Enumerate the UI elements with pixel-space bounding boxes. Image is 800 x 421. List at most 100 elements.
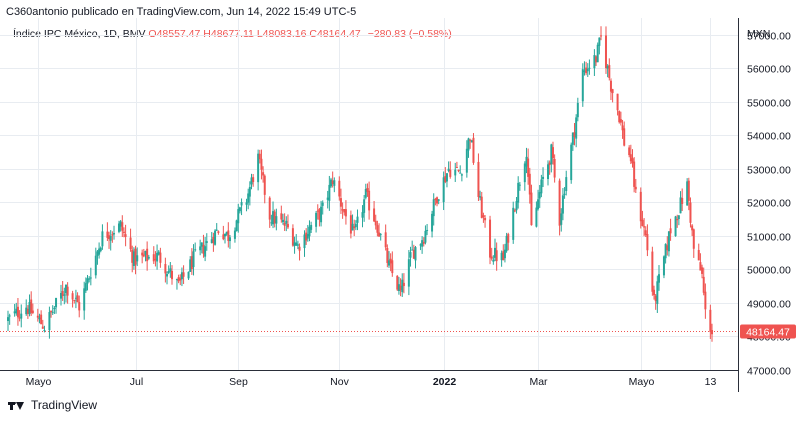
candle — [537, 189, 540, 211]
candle — [437, 199, 440, 205]
y-tick-label: 57000.00 — [747, 31, 791, 43]
candle — [41, 319, 44, 329]
candle — [654, 294, 657, 310]
candle — [553, 154, 556, 183]
candle — [73, 299, 76, 304]
candle — [53, 306, 56, 314]
candle — [333, 177, 336, 193]
candle — [503, 243, 506, 263]
candle — [449, 161, 452, 179]
high-value: 48677.11 — [210, 28, 254, 40]
candle — [459, 165, 462, 174]
candle — [237, 203, 240, 233]
candle — [99, 246, 102, 253]
candle — [122, 227, 125, 238]
candle — [699, 253, 702, 271]
candle — [460, 173, 463, 182]
candle — [291, 224, 294, 247]
footer-brand[interactable]: TradingView — [8, 398, 97, 412]
candle — [628, 145, 631, 158]
candle — [676, 214, 679, 228]
candle — [482, 212, 485, 223]
candle — [351, 214, 354, 231]
candle — [16, 298, 19, 326]
candle — [169, 262, 172, 278]
candle — [177, 274, 180, 284]
candle — [575, 114, 578, 148]
candle — [664, 243, 667, 264]
candle — [146, 241, 149, 271]
candle — [644, 226, 647, 238]
candle — [551, 141, 554, 165]
candle — [445, 172, 448, 188]
open-value: 48557.47 — [156, 28, 201, 40]
candle — [167, 265, 170, 275]
candle — [489, 215, 492, 265]
candle — [258, 149, 261, 164]
candle — [512, 201, 515, 244]
candle — [656, 275, 659, 313]
candle — [666, 236, 669, 256]
candle — [434, 197, 437, 206]
candle — [384, 224, 387, 251]
candle — [263, 174, 266, 204]
candle — [111, 231, 114, 243]
candle — [667, 231, 670, 257]
candle — [641, 210, 644, 227]
candle — [604, 26, 607, 74]
candle — [585, 61, 588, 76]
candle — [426, 223, 429, 236]
candle — [7, 310, 9, 332]
candle — [513, 208, 516, 213]
candle — [306, 224, 309, 242]
candle — [454, 162, 457, 182]
candle — [686, 178, 689, 206]
candle — [444, 167, 447, 184]
candle — [119, 220, 122, 232]
candle — [530, 184, 533, 226]
candle — [222, 225, 225, 241]
x-tick-label: Nov — [330, 376, 349, 388]
candle — [74, 289, 77, 309]
candle — [608, 58, 611, 81]
candle — [13, 303, 16, 317]
candle — [83, 281, 86, 320]
candle — [228, 234, 231, 249]
candle — [141, 249, 144, 264]
candle — [182, 265, 185, 284]
candle — [240, 198, 243, 216]
candle — [424, 225, 427, 245]
symbol-label[interactable]: Índice IPC México, 1D, BMV — [13, 28, 146, 40]
candle — [109, 230, 112, 251]
candle — [106, 222, 109, 242]
candle — [540, 174, 543, 198]
candle — [225, 231, 228, 236]
candle — [588, 59, 591, 75]
y-tick-label: 49000.00 — [747, 299, 791, 311]
x-axis: Mayo Jul Sep Nov 2022 Mar Mayo 13 — [26, 376, 717, 388]
candle — [606, 64, 609, 78]
candle — [470, 139, 473, 143]
candle — [576, 97, 579, 122]
candle — [187, 271, 190, 280]
candle — [538, 185, 541, 208]
candle — [25, 299, 28, 316]
candle — [15, 302, 18, 316]
candle — [409, 246, 412, 267]
candle — [166, 271, 169, 285]
candle — [518, 181, 521, 191]
candle — [662, 255, 665, 279]
candle — [669, 218, 672, 241]
candle — [356, 209, 359, 231]
close-label: C — [309, 28, 317, 40]
candle — [480, 191, 483, 219]
candle — [270, 214, 273, 226]
candle — [455, 161, 458, 169]
candle — [484, 215, 487, 228]
candle — [412, 244, 415, 260]
candle — [96, 249, 99, 265]
x-tick-label: Sep — [229, 376, 248, 388]
candle — [701, 264, 704, 279]
candle — [558, 178, 561, 236]
